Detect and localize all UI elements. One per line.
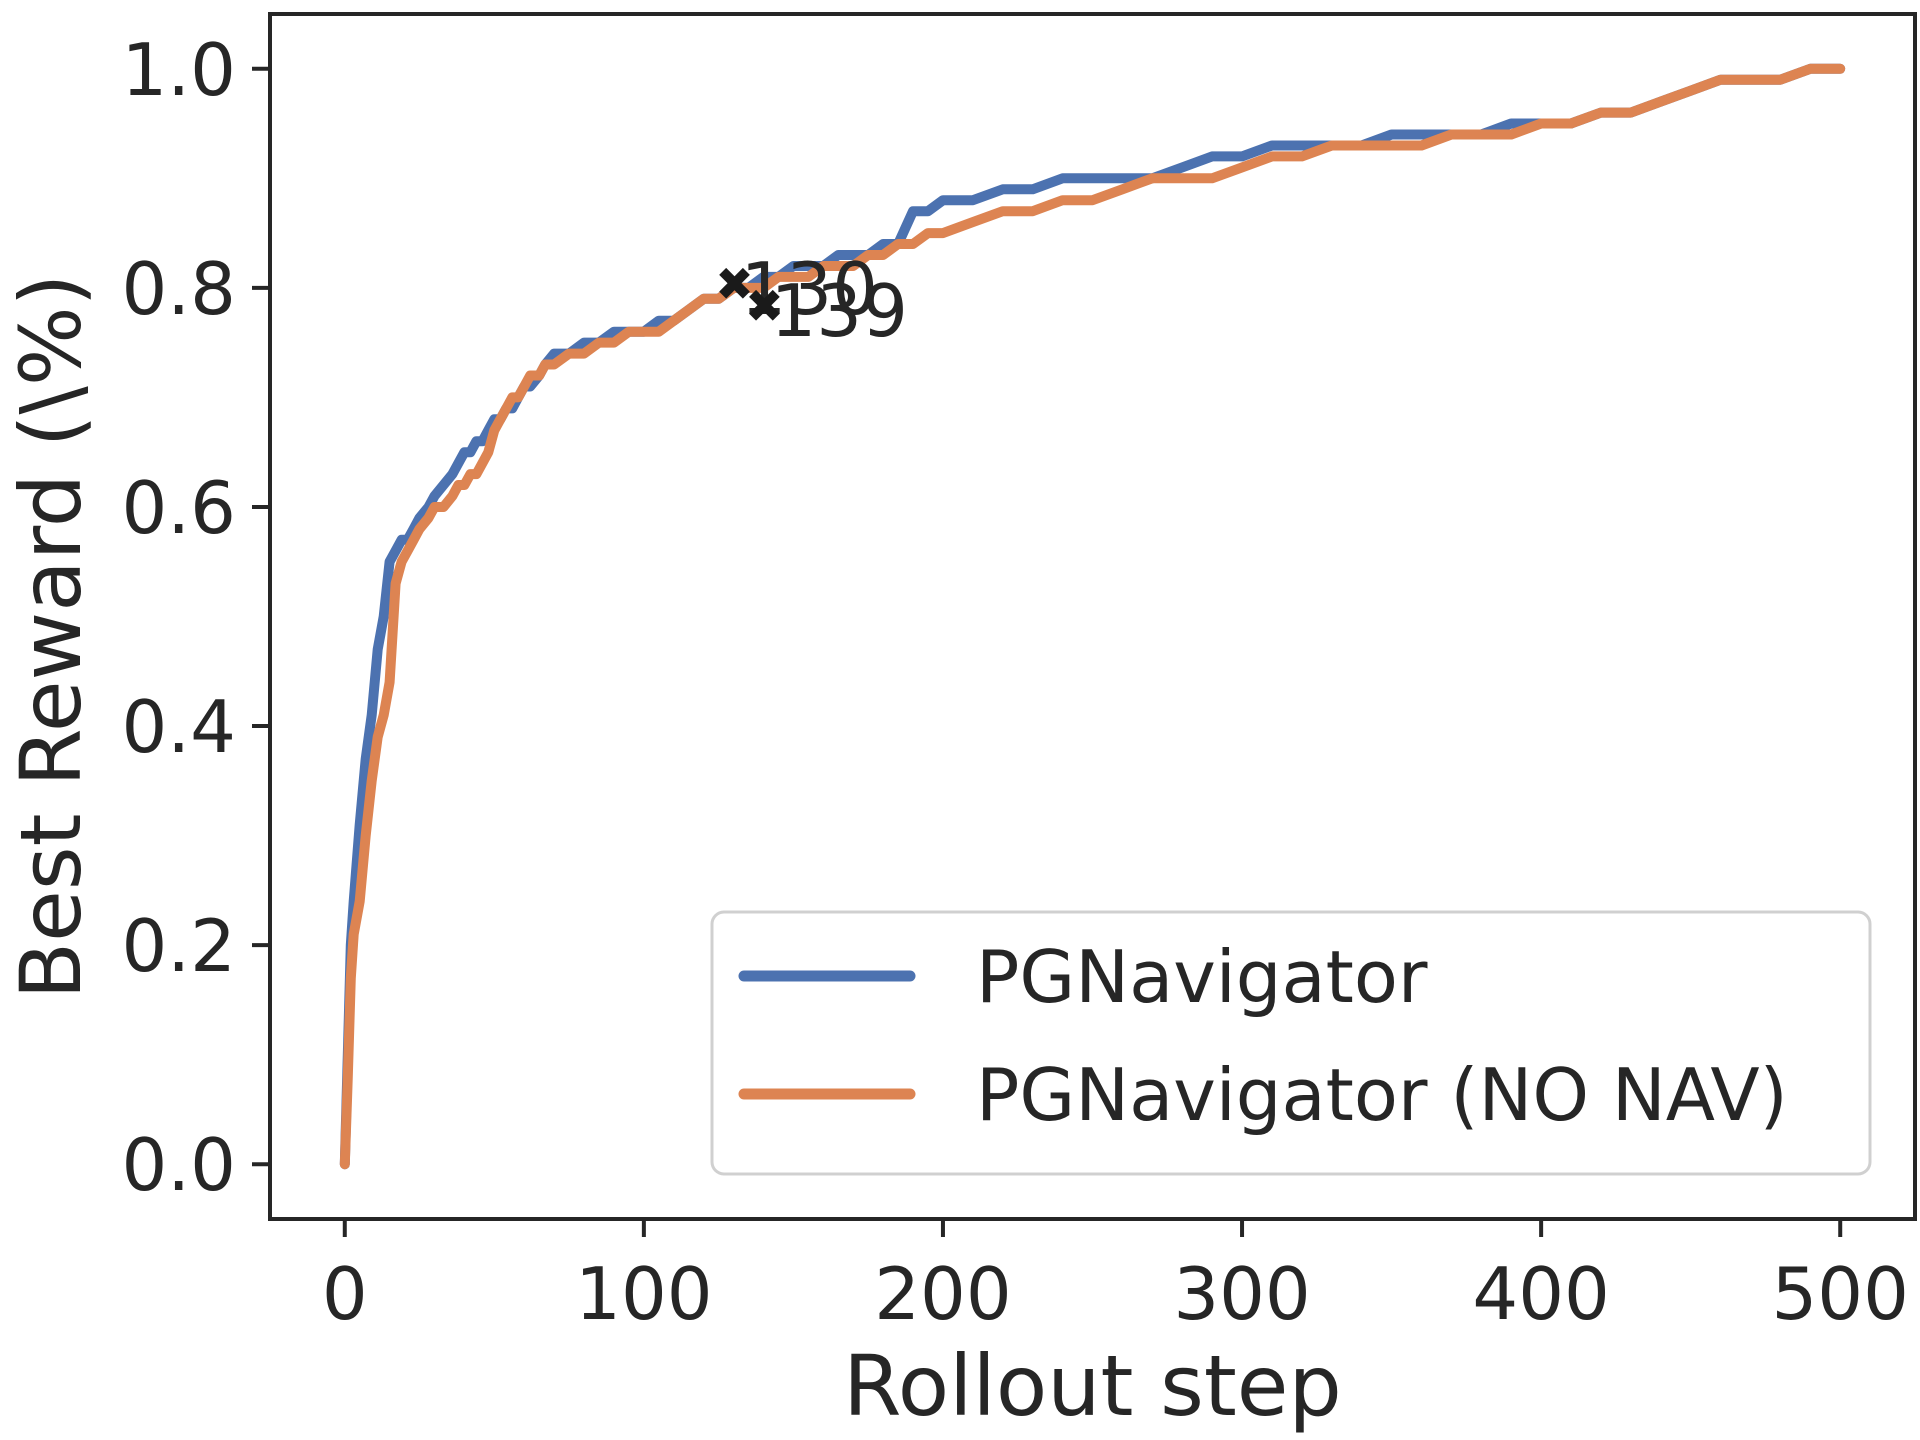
x-tick-label: 100 xyxy=(575,1252,712,1336)
legend-label-pgnavigator: PGNavigator xyxy=(976,935,1428,1019)
series-layer xyxy=(339,63,1846,1170)
legend-label-pgnavigator-no-nav: PGNavigator (NO NAV) xyxy=(976,1053,1788,1137)
axes-frame xyxy=(268,12,1917,1221)
annotation-layer: ✖130✖139 xyxy=(715,247,908,353)
annotation-label: 130 xyxy=(741,247,878,331)
y-tick-label: 0.0 xyxy=(121,1123,236,1207)
x-tick-label: 200 xyxy=(874,1252,1011,1336)
x-axis-ticks: 0 100 200 300 400 500 xyxy=(322,1219,1909,1336)
y-tick-label: 0.2 xyxy=(121,904,236,988)
series-line-pgnavigator-no-nav xyxy=(339,63,1846,1170)
y-axis-label: Best Reward (\%) xyxy=(2,274,100,1000)
annotation-marker: ✖ xyxy=(715,257,754,311)
x-tick-label: 0 xyxy=(322,1252,368,1336)
x-tick-label: 300 xyxy=(1173,1252,1310,1336)
y-tick-label: 0.6 xyxy=(121,466,236,550)
y-tick-label: 0.4 xyxy=(121,685,236,769)
y-tick-label: 1.0 xyxy=(121,28,236,112)
legend: PGNavigator PGNavigator (NO NAV) xyxy=(710,910,1872,1176)
legend-box xyxy=(710,910,1872,1176)
annotation-label: 139 xyxy=(770,269,907,353)
y-axis-ticks: 0.0 0.2 0.4 0.6 0.8 1.0 xyxy=(121,28,270,1207)
x-axis-label: Rollout step xyxy=(843,1337,1342,1435)
x-tick-label: 400 xyxy=(1472,1252,1609,1336)
x-tick-label: 500 xyxy=(1772,1252,1909,1336)
y-tick-label: 0.8 xyxy=(121,247,236,331)
annotation-marker: ✖ xyxy=(745,279,784,333)
